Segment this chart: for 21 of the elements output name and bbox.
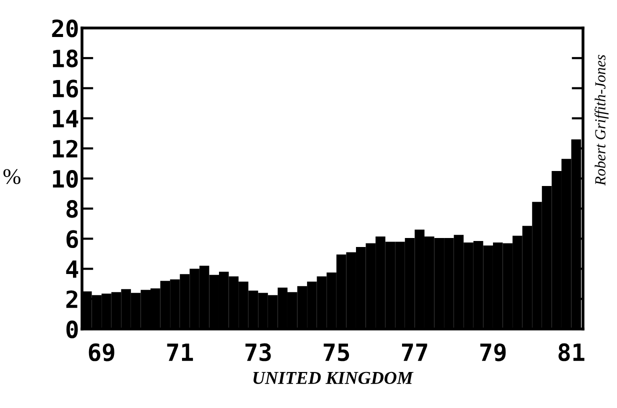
x-tick-label: 75 [324,344,350,362]
x-tick-label: 77 [402,344,428,361]
y-tick-label: 6 [66,230,78,248]
y-tick-label: 12 [52,140,78,158]
y-axis-title: % [3,169,20,184]
x-tick-label: 73 [245,343,271,362]
y-tick-label: 16 [52,80,78,98]
y-tick-label: 2 [66,290,78,308]
y-tick-label: 10 [52,170,78,188]
y-tick-label: 20 [52,19,78,38]
y-tick-label: 0 [66,320,78,338]
x-tick-label: 69 [88,343,114,362]
y-tick-label: 14 [52,110,78,128]
x-axis-title: UNITED KINGDOM [253,372,414,384]
x-tick-label: 81 [558,343,584,362]
text: Robert Griffith-Jones [594,54,609,186]
y-tick-label: 18 [52,50,78,68]
y-tick-label: 8 [66,200,78,218]
y-tick-label: 4 [66,260,78,278]
x-tick-label: 79 [480,343,506,362]
x-tick-label: 71 [167,344,193,361]
